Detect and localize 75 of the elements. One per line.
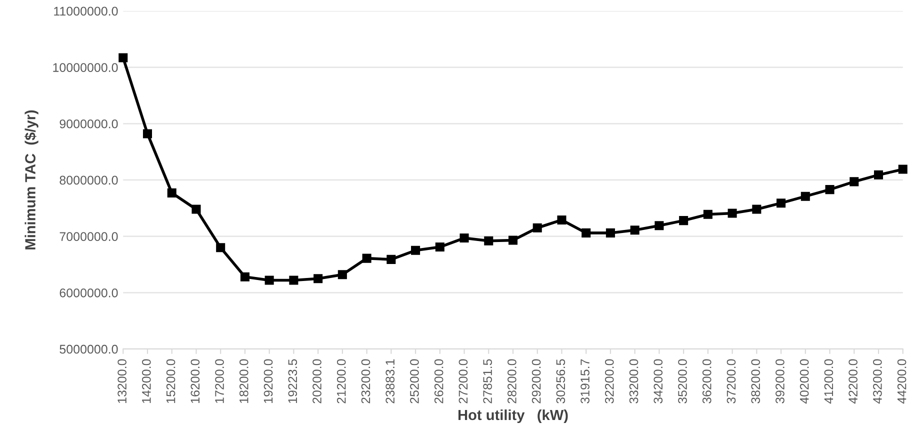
point xyxy=(167,188,176,198)
point xyxy=(557,215,566,225)
x-tick-label: 18200.0 xyxy=(239,359,248,403)
x-tick-label: 19223.5 xyxy=(288,359,298,403)
x-tick-label: 33200.0 xyxy=(629,359,638,404)
x-tick-label: 30256.5 xyxy=(556,359,566,404)
y-tick-label: 10000000.0 xyxy=(53,63,118,72)
y-tick-label: 6000000.0 xyxy=(60,288,118,298)
point xyxy=(338,270,347,280)
x-tick-label: 41200.0 xyxy=(824,359,834,404)
y-axis-title: Minimum TAC ($/yr) xyxy=(24,110,38,250)
point xyxy=(508,236,518,245)
y-tick-label: 7000000.0 xyxy=(60,232,118,241)
point xyxy=(752,204,762,214)
x-tick-label: 31915.7 xyxy=(580,359,590,404)
point xyxy=(800,192,810,201)
point xyxy=(240,272,250,282)
x-tick-label: 14200.0 xyxy=(142,359,151,403)
x-tick-label: 32200.0 xyxy=(604,359,614,404)
y-tick-label: 5000000.0 xyxy=(60,344,118,354)
x-tick-label: 37200.0 xyxy=(726,359,736,404)
x-tick-label: 25200.0 xyxy=(410,359,419,404)
x-tick-label: 13200.0 xyxy=(118,359,126,403)
point xyxy=(654,221,664,230)
point xyxy=(532,223,542,232)
point xyxy=(411,246,420,255)
x-tick-label: 15200.0 xyxy=(166,359,176,403)
point xyxy=(825,185,834,194)
point xyxy=(118,53,128,62)
point xyxy=(728,208,737,218)
x-tick-label: 44200.0 xyxy=(897,359,906,404)
point xyxy=(435,242,444,252)
y-tick-label: 8000000.0 xyxy=(60,176,118,185)
point xyxy=(606,228,615,238)
point xyxy=(289,276,298,285)
point xyxy=(314,274,323,284)
x-tick-label: 19200.0 xyxy=(264,359,273,403)
point xyxy=(460,234,469,243)
x-tick-label: 17200.0 xyxy=(215,359,224,403)
point xyxy=(582,228,591,238)
y-tick-label: 11000000.0 xyxy=(54,6,118,16)
point xyxy=(264,276,274,285)
x-tick-label: 36200.0 xyxy=(702,359,712,404)
point xyxy=(192,204,201,214)
point xyxy=(679,216,688,226)
y-tick-label: 9000000.0 xyxy=(60,119,118,128)
point xyxy=(362,254,372,263)
point xyxy=(142,129,152,138)
point xyxy=(484,236,494,246)
point xyxy=(386,254,396,264)
x-tick-label: 39200.0 xyxy=(776,359,784,404)
x-tick-label: 26200.0 xyxy=(434,359,444,404)
x-tick-label: 16200.0 xyxy=(190,359,200,403)
x-tick-label: 27200.0 xyxy=(458,359,468,404)
x-axis-title: Hot utility (kW) xyxy=(458,409,568,424)
x-tick-label: 21200.0 xyxy=(336,359,346,404)
x-tick-label: 43200.0 xyxy=(873,359,882,404)
x-tick-label: 40200.0 xyxy=(800,359,809,404)
x-tick-label: 23200.0 xyxy=(361,359,370,404)
point xyxy=(898,164,908,174)
point xyxy=(850,177,859,186)
x-tick-label: 34200.0 xyxy=(654,359,663,404)
x-tick-label: 20200.0 xyxy=(312,359,322,404)
x-tick-label: 29200.0 xyxy=(532,359,541,404)
x-tick-label: 38200.0 xyxy=(751,359,760,404)
point xyxy=(874,170,884,180)
x-tick-label: 42200.0 xyxy=(848,359,858,404)
point xyxy=(776,198,786,208)
point xyxy=(216,243,226,252)
x-tick-label: 28200.0 xyxy=(508,359,516,404)
x-tick-label: 27851.5 xyxy=(483,359,492,404)
point xyxy=(630,226,640,235)
point xyxy=(703,210,712,219)
x-tick-label: 35200.0 xyxy=(678,359,687,404)
x-tick-label: 23883.1 xyxy=(386,359,395,404)
